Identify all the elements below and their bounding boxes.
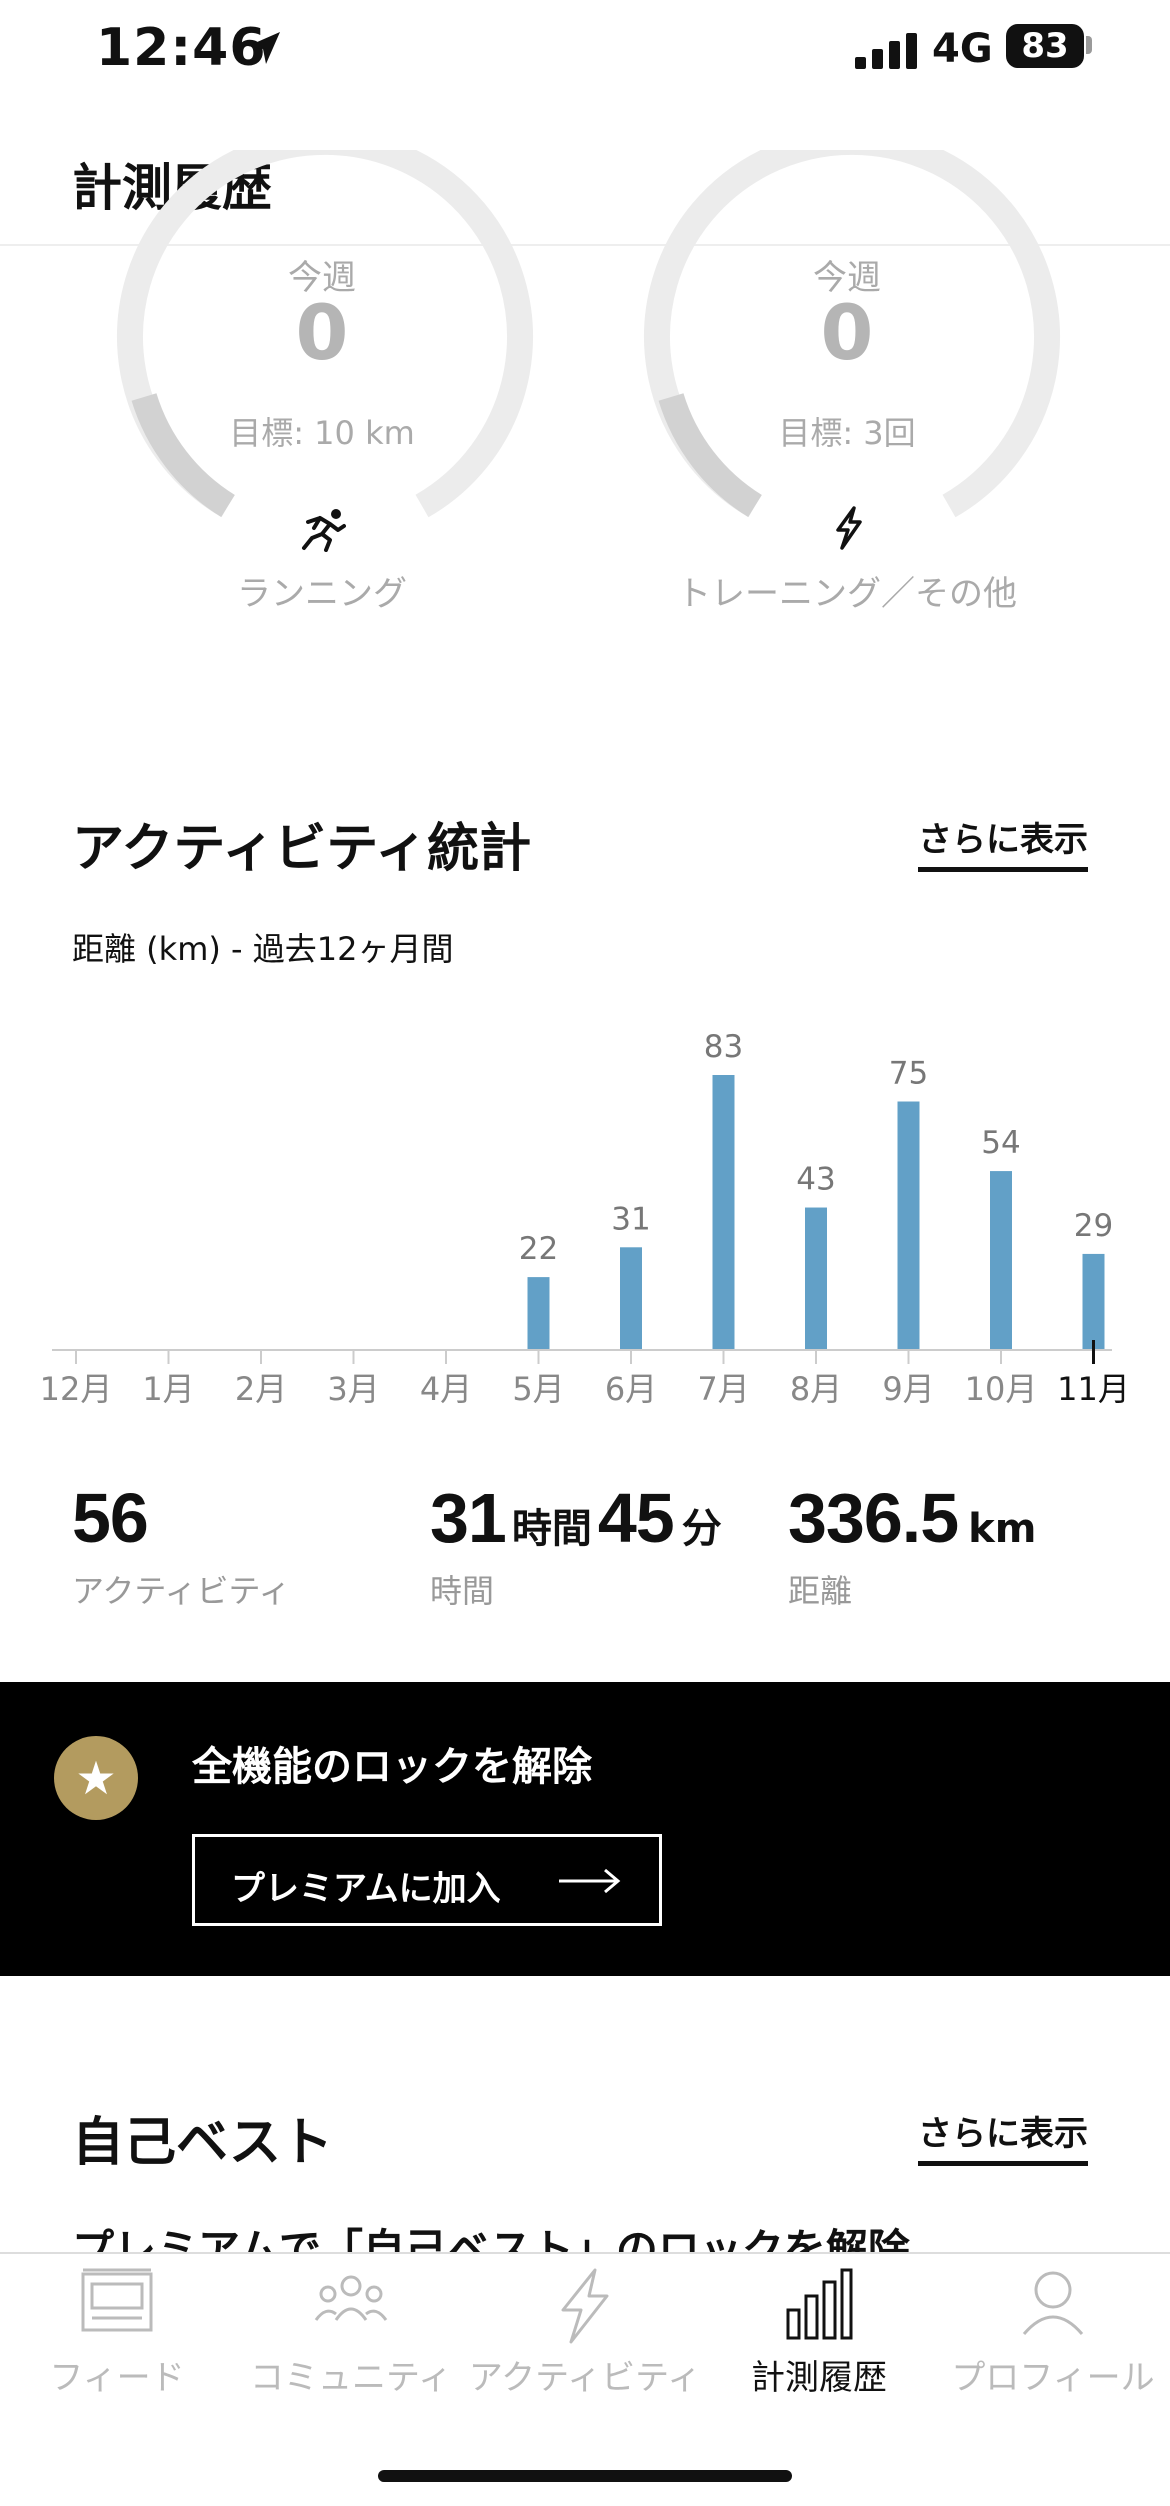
x-tick-label: 7月 [697,1370,749,1408]
x-tick-label: 8月 [790,1370,842,1408]
activity-count-label: アクティビティ [72,1572,291,1610]
join-premium-label: プレミアムに加入 [231,1869,501,1909]
activity-stats-title: アクティビティ統計 [72,819,532,879]
tab-profile[interactable]: プロフィール [936,2254,1170,2404]
training-goal: 目標: 3回 [778,414,916,452]
distance-bar-chart: 22 31 83 43 75 54 29 12月 1月 2月 3月 4月 5月 6月 7月 8月 9月 10月 1… [40,1029,1130,1408]
training-goal-ring[interactable] [627,150,1077,550]
lightning-icon [836,506,862,550]
tab-profile-label: プロフィール [951,2358,1155,2398]
tab-feed[interactable]: フィード [0,2254,234,2404]
feed-icon [81,2268,153,2332]
x-tick-label: 5月 [512,1370,564,1408]
x-tick-label: 10月 [965,1370,1038,1408]
total-minutes: 45 [597,1479,675,1557]
x-tick-label: 1月 [142,1370,194,1408]
activity-count: 56 [72,1479,149,1557]
x-tick-label: 9月 [882,1370,934,1408]
chart-bar [527,1277,550,1350]
x-tick-label: 2月 [235,1370,287,1408]
bar-data-label: 31 [611,1201,650,1237]
activity-stats-more-link[interactable]: さらに表示 [918,812,1088,872]
header-divider [0,244,1170,246]
status-time: 12:46 [96,18,267,78]
training-value: 0 [820,288,874,377]
bar-data-label: 75 [889,1056,928,1092]
bar-data-label: 29 [1074,1208,1113,1244]
training-period: 今週 [813,258,881,298]
personal-best-more-link[interactable]: さらに表示 [918,2106,1088,2166]
x-tick-label: 12月 [40,1370,113,1408]
star-icon: ★ [54,1736,138,1820]
location-arrow-icon [248,32,280,64]
premium-banner [0,1682,1170,1976]
x-tick-label: 11月 [1057,1370,1130,1408]
chart-bar [805,1207,827,1350]
distance-value: 336.5 [788,1479,959,1557]
chart-bar [990,1171,1012,1350]
distance-unit: km [968,1506,1037,1552]
battery-tip [1086,36,1092,54]
running-name: ランニング [237,574,407,614]
lightning-icon [561,2268,609,2344]
tab-bar: フィード コミュニティ アクティビティ 計測履歴 プロフィ [0,2252,1170,2506]
bar-data-label: 22 [519,1231,558,1267]
tab-feed-label: フィード [49,2358,185,2398]
personal-best-title: 自己ベスト [72,2113,334,2173]
running-value: 0 [295,288,349,377]
training-name: トレーニング／その他 [677,574,1017,614]
tab-history-label: 計測履歴 [751,2358,887,2398]
arrow-right-icon [559,1868,621,1894]
battery-icon: 83 [1006,24,1084,68]
profile-icon [1022,2271,1084,2335]
bar-data-label: 43 [796,1162,835,1198]
running-goal: 目標: 10 km [229,414,415,452]
tab-community[interactable]: コミュニティ [234,2254,468,2404]
total-distance: 336.5 km [788,1478,1036,1558]
x-tick-label: 3月 [327,1370,379,1408]
x-tick-label: 6月 [605,1370,657,1408]
tab-history[interactable]: 計測履歴 [702,2254,936,2404]
running-icon [302,509,346,552]
minutes-unit: 分 [681,1506,722,1552]
premium-title: 全機能のロックを解除 [192,1744,592,1790]
tab-community-label: コミュニティ [250,2358,452,2398]
tab-activity[interactable]: アクティビティ [468,2254,702,2404]
running-goal-ring[interactable] [100,150,550,550]
hours-unit: 時間 [511,1506,592,1552]
chart-bar [1082,1253,1105,1350]
total-time-label: 時間 [430,1572,495,1610]
total-hours: 31 [430,1479,507,1557]
bar-data-label: 83 [704,1029,743,1065]
chart-bar [620,1247,642,1350]
tab-activity-label: アクティビティ [468,2358,702,2398]
chart-subtitle: 距離 (km) - 過去12ヶ月間 [72,930,454,968]
chart-bar [897,1101,920,1350]
signal-icon [855,33,917,69]
bar-chart-icon [786,2268,853,2340]
running-period: 今週 [288,258,356,298]
home-indicator [378,2470,792,2482]
distance-label: 距離 [788,1572,853,1610]
total-time: 31 時間45 分 [430,1478,722,1558]
join-premium-button[interactable]: プレミアムに加入 [192,1834,662,1926]
network-type: 4G [932,26,993,72]
chart-bar [712,1075,735,1350]
bar-data-label: 54 [981,1125,1020,1161]
x-tick-label: 4月 [420,1370,472,1408]
community-icon [314,2275,388,2321]
